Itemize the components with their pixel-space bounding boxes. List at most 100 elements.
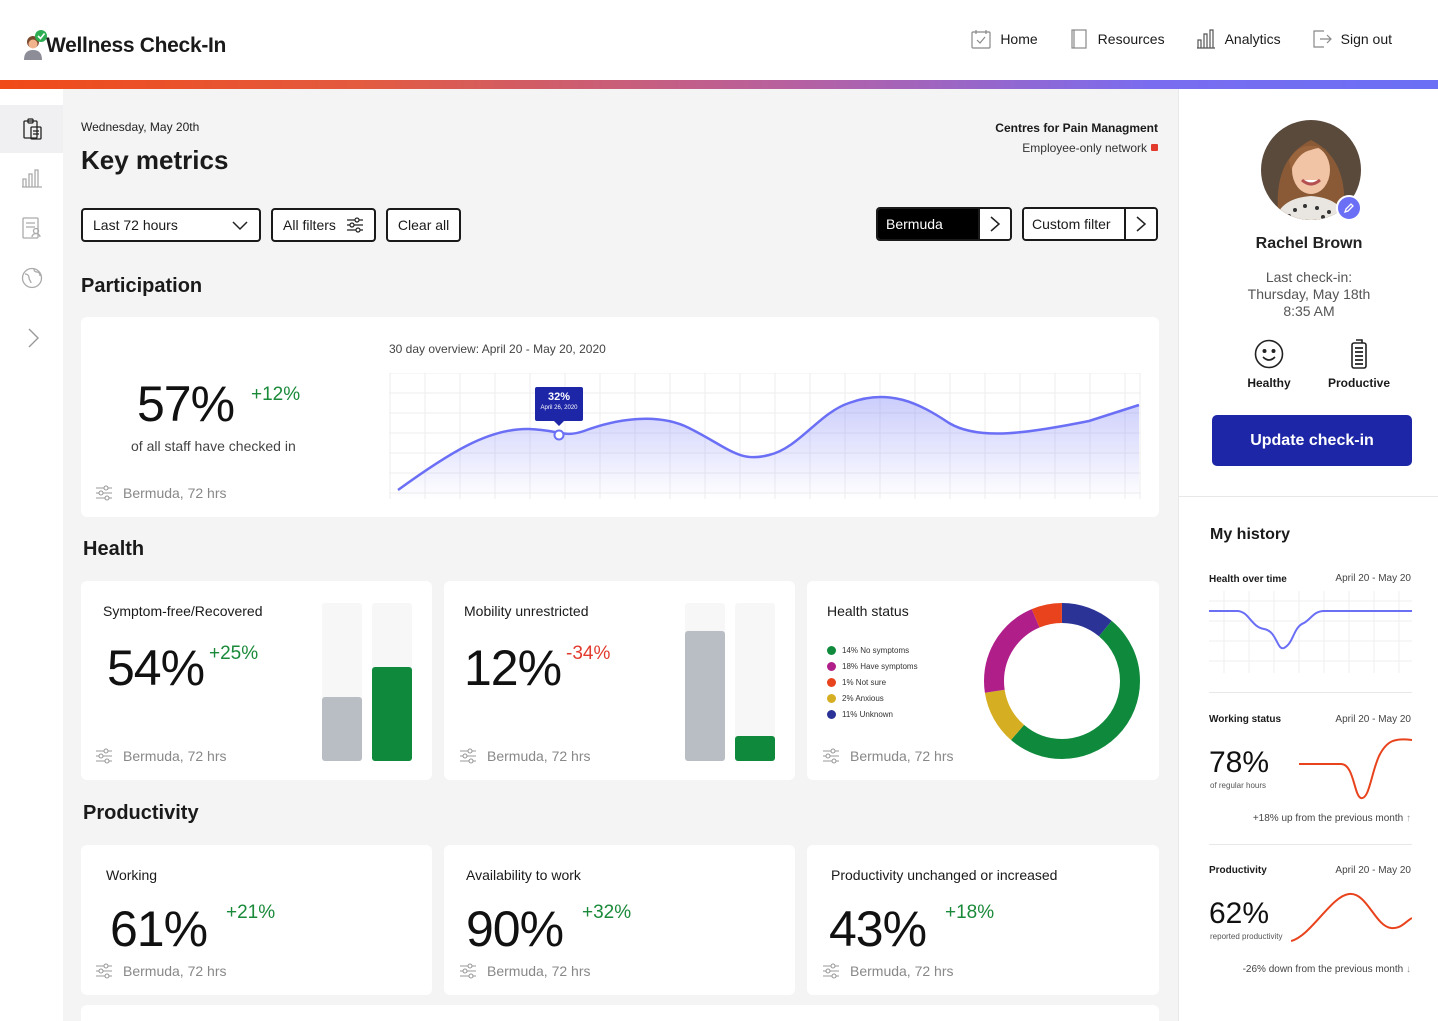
sliders-icon xyxy=(346,217,363,233)
productivity-history-chart xyxy=(1291,892,1412,942)
health-over-time-label: Health over time xyxy=(1209,574,1287,585)
time-range-dropdown[interactable]: Last 72 hours xyxy=(81,208,261,242)
availability-footer-label: Bermuda, 72 hrs xyxy=(487,963,591,979)
battery-icon xyxy=(1351,339,1367,369)
legend-item: 1% Not sure xyxy=(827,674,918,690)
bar-track xyxy=(372,603,412,761)
mobility-card: Mobility unrestricted 12% -34% Bermuda, … xyxy=(444,581,795,780)
legend-item: 11% Unknown xyxy=(827,706,918,722)
working-footer-label: Bermuda, 72 hrs xyxy=(123,963,227,979)
productivity-unchanged-card: Productivity unchanged or increased 43% … xyxy=(807,845,1159,995)
productivity-history-label: Productivity xyxy=(1209,865,1267,876)
symptom-free-title: Symptom-free/Recovered xyxy=(103,603,263,619)
bar-chart-icon xyxy=(1196,29,1215,49)
chart-point-marker[interactable] xyxy=(553,429,565,441)
app-logo[interactable]: Wellness Check-In xyxy=(22,22,226,60)
availability-card: Availability to work 90% +32% Bermuda, 7… xyxy=(444,845,795,995)
status-healthy-label: Healthy xyxy=(1247,376,1291,390)
symptom-free-footer: Bermuda, 72 hrs xyxy=(95,747,227,765)
participation-trend-chart xyxy=(389,373,1141,499)
nav-home[interactable]: Home xyxy=(970,28,1038,50)
sliders-icon xyxy=(460,748,476,764)
custom-filter[interactable]: Custom filter xyxy=(1022,207,1158,241)
working-value: 61% xyxy=(110,901,208,957)
edit-profile-button[interactable] xyxy=(1336,195,1362,221)
profile-name: Rachel Brown xyxy=(1255,235,1363,252)
working-status-value: 78% xyxy=(1209,746,1270,779)
mobility-change: -34% xyxy=(566,643,611,664)
org-name: Centres for Pain Managment xyxy=(995,121,1158,135)
all-filters-label: All filters xyxy=(283,217,336,233)
previous-bar xyxy=(685,631,725,761)
productivity-history-sub: reported productivity xyxy=(1210,932,1283,941)
profile-panel: Rachel Brown Last check-in: Thursday, Ma… xyxy=(1178,89,1438,1021)
working-status-note-text: +18% up from the previous month xyxy=(1252,813,1404,824)
last-check-in-date: Thursday, May 18th xyxy=(1247,286,1371,302)
working-status-sub: of regular hours xyxy=(1210,781,1267,790)
legend-dot xyxy=(827,677,836,687)
bar-track xyxy=(322,603,362,761)
legend-dot xyxy=(827,693,836,703)
health-status-footer-label: Bermuda, 72 hrs xyxy=(850,748,954,764)
nav-resources[interactable]: Resources xyxy=(1068,28,1165,50)
chevron-right-icon xyxy=(1136,216,1147,232)
sidebar-item-analytics[interactable] xyxy=(0,153,63,201)
arrow-up-icon: ↑ xyxy=(1406,813,1411,824)
legend-label: 11% Unknown xyxy=(842,709,893,719)
report-user-icon xyxy=(21,217,41,239)
previous-bar xyxy=(322,697,362,761)
working-status-range: April 20 - May 20 xyxy=(1335,714,1411,725)
working-change: +21% xyxy=(226,902,276,923)
bar-chart-icon xyxy=(21,169,42,188)
current-bar xyxy=(735,736,775,761)
legend-label: 18% Have symptoms xyxy=(842,661,918,671)
sidebar-item-checkin[interactable] xyxy=(0,105,63,153)
location-filter-arrow[interactable] xyxy=(978,209,1010,239)
sliders-icon xyxy=(96,748,112,764)
nav-home-label: Home xyxy=(1000,31,1038,47)
sliders-icon xyxy=(823,748,839,764)
donut-slice-not-sure xyxy=(984,603,1140,759)
sign-out-icon xyxy=(1313,30,1332,48)
availability-value: 90% xyxy=(466,901,564,957)
tooltip-caret xyxy=(553,420,565,426)
nav-analytics[interactable]: Analytics xyxy=(1195,28,1281,50)
working-footer: Bermuda, 72 hrs xyxy=(95,962,227,980)
panel-divider xyxy=(1179,496,1438,497)
sidebar-expand[interactable] xyxy=(0,314,63,362)
location-filter[interactable]: Bermuda xyxy=(876,207,1012,241)
profile-avatar[interactable] xyxy=(1261,120,1361,220)
legend-dot xyxy=(827,661,836,671)
top-header: Wellness Check-In Home Resources Analyti… xyxy=(0,0,1438,80)
participation-value: 57% xyxy=(137,376,235,432)
time-range-value: Last 72 hours xyxy=(93,217,178,233)
custom-filter-arrow[interactable] xyxy=(1124,209,1156,239)
legend-label: 14% No symptoms xyxy=(842,645,910,655)
sliders-icon xyxy=(96,485,112,501)
clear-all-button[interactable]: Clear all xyxy=(385,208,462,242)
legend-label: 1% Not sure xyxy=(842,677,887,687)
bar-track xyxy=(735,603,775,761)
last-check-in: Last check-in: Thursday, May 18th 8:35 A… xyxy=(1179,269,1438,320)
productivity-history-value: 62% xyxy=(1209,897,1270,930)
next-card-partial xyxy=(81,1005,1159,1021)
all-filters-button[interactable]: All filters xyxy=(271,208,376,242)
organization-info: Centres for Pain Managment Employee-only… xyxy=(995,121,1158,155)
sliders-icon xyxy=(823,963,839,979)
sidebar-item-global[interactable] xyxy=(0,254,63,302)
sidebar-item-reports[interactable] xyxy=(0,204,63,252)
status-productive-label: Productive xyxy=(1328,376,1391,390)
symptom-free-card: Symptom-free/Recovered 54% +25% Bermuda,… xyxy=(81,581,432,780)
working-card: Working 61% +21% Bermuda, 72 hrs xyxy=(81,845,432,995)
mobility-footer-label: Bermuda, 72 hrs xyxy=(487,748,591,764)
nav-sign-out[interactable]: Sign out xyxy=(1311,28,1392,50)
mobility-value: 12% xyxy=(464,640,562,696)
chevron-right-icon xyxy=(990,216,1001,232)
update-check-in-button[interactable]: Update check-in xyxy=(1212,415,1412,466)
participation-area xyxy=(398,396,1139,499)
donut-slice-no-symptoms xyxy=(984,603,1140,759)
tooltip-date: April 26, 2020 xyxy=(540,405,578,411)
participation-card: 57% +12% of all staff have checked in Be… xyxy=(81,317,1159,517)
health-status-footer: Bermuda, 72 hrs xyxy=(822,747,954,765)
bar-track xyxy=(685,603,725,761)
